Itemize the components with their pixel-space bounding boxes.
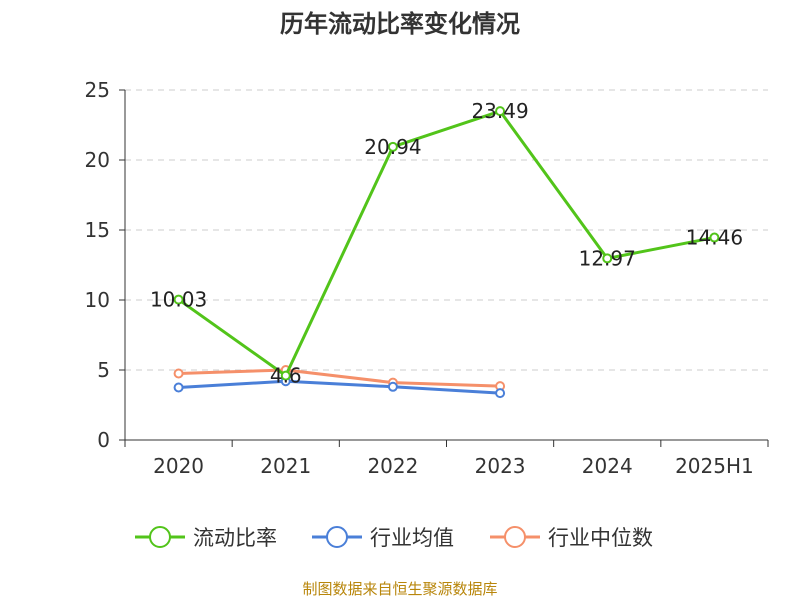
x-tick-label: 2022 — [367, 454, 418, 478]
legend-item[interactable]: 行业均值 — [312, 526, 454, 550]
legend-marker — [326, 526, 348, 548]
legend[interactable]: 流动比率 行业均值 行业中位数 — [135, 526, 653, 550]
y-tick-label: 20 — [85, 148, 110, 172]
chart-title: 历年流动比率变化情况 — [280, 10, 520, 38]
series-lines — [173, 106, 720, 399]
data-point — [173, 382, 184, 393]
data-labels: 10.03 4.6 20.94 23.49 12.97 14.46 — [150, 99, 743, 387]
x-tick-label: 2021 — [260, 454, 311, 478]
y-tick-label: 15 — [85, 218, 110, 242]
y-tick-label: 5 — [97, 358, 110, 382]
data-point — [173, 368, 184, 379]
axes: 0 5 10 15 20 25 2020 2021 2022 2023 2024 2025H1 — [85, 78, 769, 478]
legend-label: 行业均值 — [370, 526, 454, 550]
series-line — [178, 379, 501, 395]
y-tick-label: 10 — [85, 288, 110, 312]
data-point — [495, 106, 506, 117]
data-point — [709, 232, 720, 243]
data-label: 14.46 — [686, 226, 743, 250]
x-tick-label: 2024 — [582, 454, 633, 478]
grid-lines — [125, 89, 768, 371]
source-note: 制图数据来自恒生聚源数据库 — [302, 580, 497, 598]
x-tick-label: 2020 — [153, 454, 204, 478]
legend-item[interactable]: 流动比率 — [135, 526, 277, 550]
x-tick-label: 2025H1 — [675, 454, 754, 478]
legend-marker — [504, 526, 526, 548]
legend-marker — [149, 526, 171, 548]
series-line — [178, 368, 501, 388]
data-label: 10.03 — [150, 288, 207, 312]
data-point — [173, 294, 184, 305]
data-label: 12.97 — [579, 246, 636, 270]
data-point — [387, 141, 398, 152]
y-tick-label: 25 — [85, 78, 110, 102]
data-point — [495, 388, 506, 399]
data-label: 23.49 — [471, 99, 528, 123]
data-point — [280, 370, 291, 381]
data-label: 20.94 — [364, 135, 421, 159]
data-point — [602, 253, 613, 264]
data-point — [387, 381, 398, 392]
legend-label: 行业中位数 — [548, 526, 653, 550]
legend-label: 流动比率 — [193, 526, 277, 550]
legend-item[interactable]: 行业中位数 — [490, 526, 653, 550]
data-label: 4.6 — [270, 364, 302, 388]
series-line — [177, 109, 715, 378]
y-tick-label: 0 — [97, 428, 110, 452]
x-tick-label: 2023 — [475, 454, 526, 478]
